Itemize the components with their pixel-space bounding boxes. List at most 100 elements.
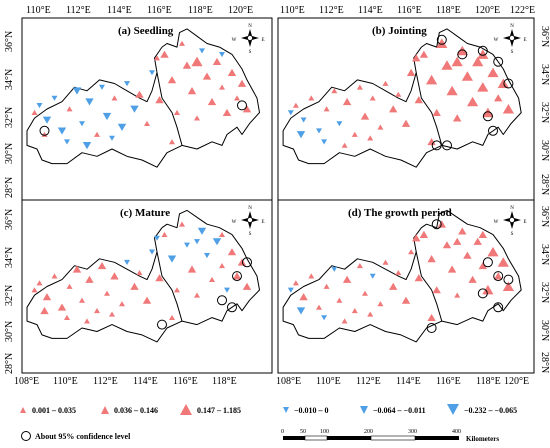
- compass-center-icon: [509, 35, 515, 41]
- station-increase-marker: [182, 61, 192, 69]
- station-increase-marker: [442, 241, 452, 249]
- compass-letter: N: [248, 206, 252, 211]
- station-increase-marker: [408, 249, 415, 255]
- legend-decrease-small-triangle: [283, 407, 289, 413]
- station-increase-marker: [473, 237, 482, 245]
- station-decrease-marker: [167, 255, 177, 263]
- station-increase-marker: [323, 283, 330, 289]
- station-increase-marker: [412, 54, 421, 62]
- station-increase-marker: [351, 308, 358, 314]
- station-increase-marker: [369, 95, 376, 101]
- legend-increase-small-triangle: [20, 407, 26, 413]
- map-panel-jointing: N S E W: [282, 24, 527, 168]
- station-increase-marker: [453, 114, 462, 122]
- station-increase-marker: [79, 297, 85, 303]
- station-increase-marker: [144, 120, 150, 126]
- station-decrease-marker: [79, 121, 85, 127]
- lat-label: 28°N: [4, 177, 15, 198]
- station-decrease-marker: [296, 307, 306, 315]
- station-decrease-marker: [212, 238, 222, 246]
- station-increase-marker: [219, 231, 225, 237]
- significance-circle: [232, 271, 242, 282]
- station-increase-marker: [351, 131, 358, 137]
- province-boundary: [156, 251, 183, 322]
- lon-label: 118°E: [188, 5, 213, 16]
- station-increase-marker: [111, 95, 118, 101]
- lat-label: 30°N: [539, 140, 550, 161]
- station-increase-marker: [446, 85, 458, 96]
- legend-decrease-label-1: −0.010 – 0: [294, 406, 329, 415]
- station-increase-marker: [414, 274, 423, 282]
- lat-label: 36°N: [4, 209, 15, 230]
- compass-letter: E: [261, 38, 264, 43]
- map-panel-seedling: N S E W: [26, 24, 265, 168]
- station-increase-marker: [467, 96, 479, 107]
- station-increase-marker: [316, 304, 322, 310]
- station-increase-marker: [154, 55, 160, 61]
- panel-title-c: (c) Mature: [120, 207, 170, 219]
- station-increase-marker: [110, 272, 119, 280]
- station-increase-marker: [169, 139, 175, 145]
- scale-tick: 100: [320, 429, 329, 435]
- station-increase-marker: [202, 72, 212, 80]
- significance-circle: [477, 288, 488, 299]
- station-increase-marker: [242, 282, 252, 290]
- station-increase-marker: [222, 108, 232, 116]
- station-decrease-marker: [124, 81, 130, 87]
- panel-title-b: (b) Jointing: [372, 25, 427, 37]
- significance-circle: [237, 100, 247, 111]
- station-increase-marker: [432, 108, 441, 116]
- station-increase-marker: [472, 56, 484, 67]
- compass-center-icon: [247, 35, 253, 41]
- legend: 0.001 – 0.035 0.036 – 0.146 0.147 – 1.18…: [20, 404, 517, 443]
- lon-label: 114°E: [107, 5, 132, 16]
- compass-letter: E: [261, 220, 264, 225]
- lat-label: 34°N: [4, 69, 15, 90]
- station-increase-marker: [155, 96, 164, 104]
- station-increase-marker: [169, 314, 175, 320]
- lat-label: 30°N: [4, 321, 15, 342]
- scale-bar: 0 50 100 200 300 400 Kilometers: [281, 429, 499, 443]
- legend-decrease-large-triangle: [447, 404, 459, 415]
- station-decrease-marker: [287, 110, 294, 116]
- station-increase-marker: [412, 234, 421, 242]
- station-increase-marker: [187, 265, 197, 273]
- province-boundary: [415, 251, 443, 322]
- right-latitude-labels-bottom: 36°N 34°N 32°N 30°N 28°N: [539, 206, 550, 373]
- top-longitude-labels-right: 110°E 112°E 114°E 116°E 118°E 120°E 122°…: [280, 5, 535, 16]
- lon-label: 112°E: [356, 376, 381, 387]
- scale-segment: [415, 436, 459, 440]
- station-increase-marker: [401, 296, 411, 304]
- station-decrease-marker: [316, 128, 322, 134]
- station-increase-marker: [187, 87, 197, 95]
- station-increase-marker: [482, 107, 494, 118]
- lon-label: 114°E: [358, 5, 383, 16]
- significance-circle: [503, 78, 514, 89]
- scale-segment: [304, 435, 328, 441]
- station-decrease-marker: [82, 142, 92, 150]
- station-increase-marker: [395, 91, 402, 97]
- station-increase-marker: [389, 282, 398, 290]
- significance-circle: [482, 257, 493, 268]
- lon-label: 120°E: [475, 5, 500, 16]
- compass-letter: E: [523, 38, 526, 43]
- station-increase-marker: [487, 67, 499, 78]
- station-increase-marker: [85, 275, 94, 283]
- station-decrease-marker: [331, 266, 338, 272]
- compass-letter: W: [494, 220, 499, 225]
- compass-rose-icon: N S E W: [494, 24, 527, 55]
- scale-tick: 50: [300, 429, 306, 435]
- station-decrease-marker: [184, 242, 190, 248]
- scale-tick: 200: [364, 429, 373, 435]
- scale-tick: 0: [281, 429, 284, 435]
- station-increase-marker: [36, 280, 43, 286]
- station-increase-marker: [292, 102, 299, 108]
- station-increase-marker: [456, 45, 468, 56]
- station-increase-marker: [356, 84, 363, 90]
- lon-label: 110°E: [26, 5, 51, 16]
- station-decrease-marker: [296, 131, 306, 139]
- station-increase-marker: [191, 56, 203, 67]
- compass-letter: S: [511, 50, 514, 55]
- lon-label: 118°E: [436, 5, 461, 16]
- scale-segment: [370, 435, 416, 441]
